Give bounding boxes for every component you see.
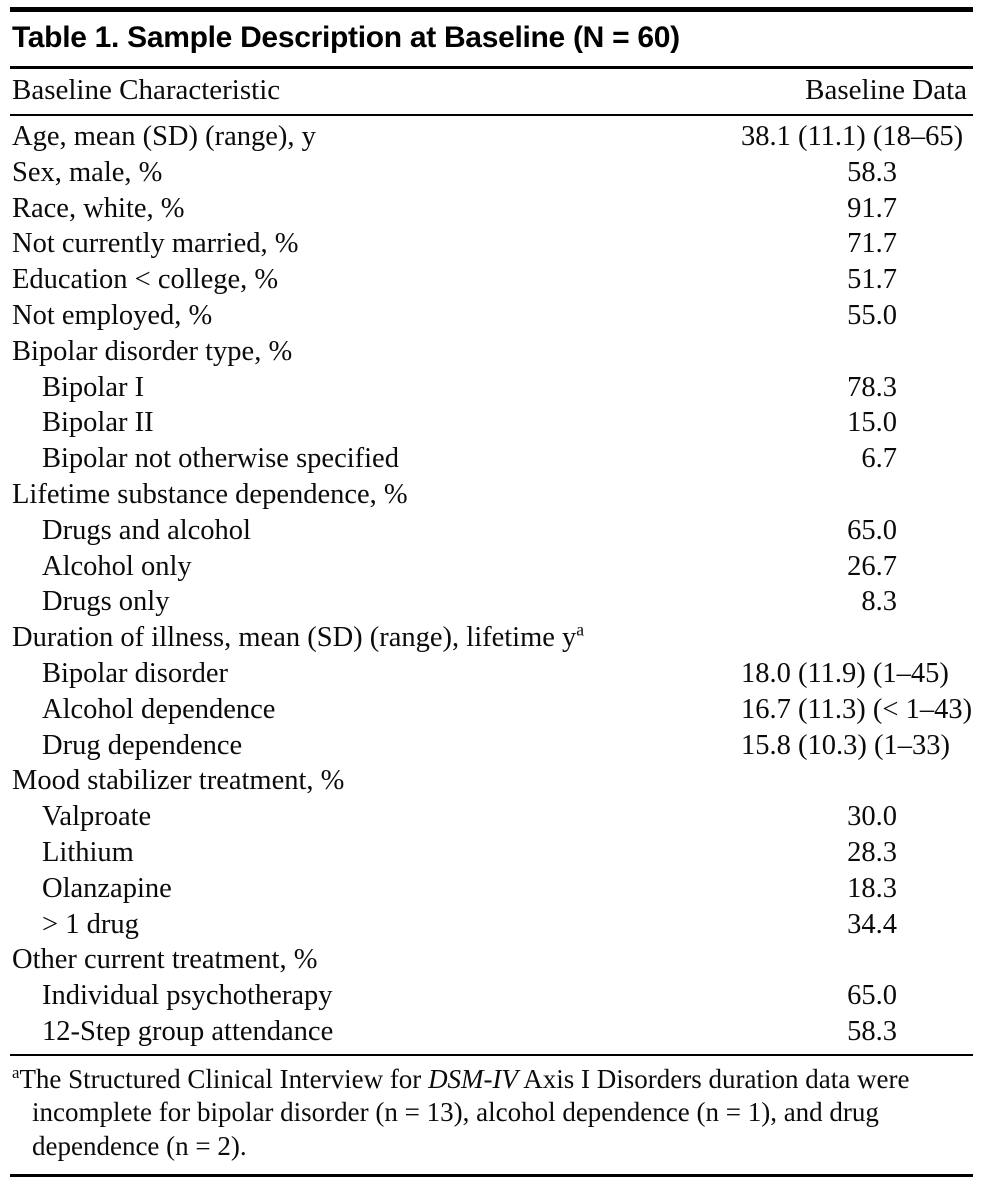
table-row: Alcohol only 26.7 [10,549,973,585]
row-value: 18.3 [847,872,897,904]
row-value: 8.3 [861,586,897,618]
row-value: 51.7 [847,264,897,296]
table-row: 12-Step group attendance 58.3 [10,1014,973,1050]
row-label: Not currently married, % [12,228,299,260]
row-label: 12-Step group attendance [42,1015,334,1047]
row-value: 91.7 [847,192,897,224]
row-value: 6.7 [861,443,897,475]
table-footnote: aThe Structured Clinical Interview for D… [10,1056,973,1173]
row-label: Drug dependence [42,729,243,761]
footnote-text-2: Axis I Disorders duration data were inco… [32,1063,910,1161]
table-row: Drug dependence 15.8 (10.3) (1–33) [10,728,973,764]
table-row: Not currently married, % 71.7 [10,226,973,262]
table-row: Bipolar not otherwise specified 6.7 [10,441,973,477]
row-label: Bipolar I [42,371,145,403]
table-row: Valproate 30.0 [10,799,973,835]
row-label: Lithium [42,836,134,868]
table-row: Alcohol dependence 16.7 (11.3) (< 1–43) [10,692,973,728]
column-header-characteristic: Baseline Characteristic [12,74,281,106]
row-label: Individual psychotherapy [42,980,333,1012]
row-value: 15.8 (10.3) (1–33) [741,729,950,761]
footnote-rule [10,1053,973,1056]
table-row: Lifetime substance dependence, % [10,477,973,513]
top-rule [10,7,973,12]
table-row: Race, white, % 91.7 [10,191,973,227]
table-row: Sex, male, % 58.3 [10,155,973,191]
table-row: Mood stabilizer treatment, % [10,763,973,799]
row-value: 65.0 [847,980,897,1012]
row-value: 30.0 [847,801,897,833]
row-value: 78.3 [847,371,897,403]
column-header-row: Baseline Characteristic Baseline Data [10,69,973,114]
row-label: Valproate [42,801,152,833]
table-row: Education < college, % 51.7 [10,262,973,298]
table-row: Lithium 28.3 [10,835,973,871]
bottom-rule [10,1174,973,1178]
table-row: Drugs only 8.3 [10,584,973,620]
footnote-italic-term: DSM-IV [428,1063,519,1094]
row-label: Bipolar II [42,407,154,439]
row-label: Race, white, % [12,192,185,224]
table-row: Olanzapine 18.3 [10,871,973,907]
row-label: Education < college, % [12,264,279,296]
row-value: 65.0 [847,514,897,546]
table-row: > 1 drug 34.4 [10,907,973,943]
row-value: 26.7 [847,550,897,582]
row-value: 28.3 [847,836,897,868]
row-label: Lifetime substance dependence, % [12,478,408,510]
row-label: Drugs only [42,586,170,618]
column-header-data: Baseline Data [805,74,967,106]
table-row: Not employed, % 55.0 [10,298,973,334]
row-label: Sex, male, % [12,156,163,188]
row-label: Alcohol dependence [42,693,276,725]
table-row: Bipolar I 78.3 [10,370,973,406]
row-value: 16.7 (11.3) (< 1–43) [741,693,973,725]
table-body: Age, mean (SD) (range), y 38.1 (11.1) (18… [10,116,973,1054]
table-row: Duration of illness, mean (SD) (range), … [10,620,973,656]
row-value: 38.1 (11.1) (18–65) [741,121,964,152]
row-label: Olanzapine [42,872,172,904]
row-label: Bipolar disorder type, % [12,335,293,367]
footnote-text-1: The Structured Clinical Interview for [19,1063,429,1094]
table-row: Other current treatment, % [10,942,973,978]
table-row: Bipolar II 15.0 [10,405,973,441]
table-title: Table 1. Sample Description at Baseline … [12,21,680,54]
row-value: 58.3 [847,156,897,188]
row-value: 34.4 [847,908,897,940]
row-label: Other current treatment, % [12,944,318,976]
row-label: Drugs and alcohol [42,514,251,546]
table-row: Bipolar disorder 18.0 (11.9) (1–45) [10,656,973,692]
header-rule [10,114,973,116]
row-value: 15.0 [847,407,897,439]
row-value: 55.0 [847,299,897,331]
row-label: Age, mean (SD) (range), y [12,121,316,152]
row-value: 58.3 [847,1015,897,1047]
title-rule [10,66,973,69]
row-label: Not employed, % [12,299,213,331]
row-footnote-marker: a [576,619,585,640]
footnote-marker: a [12,1062,20,1082]
row-label: Bipolar disorder [42,657,229,689]
row-label: > 1 drug [42,908,139,940]
row-value: 71.7 [847,228,897,260]
table-row: Individual psychotherapy 65.0 [10,978,973,1014]
table-row: Drugs and alcohol 65.0 [10,513,973,549]
row-value: 18.0 (11.9) (1–45) [741,657,949,689]
row-label: Duration of illness, mean (SD) (range), … [12,619,585,654]
row-label: Mood stabilizer treatment, % [12,765,345,797]
table-row: Age, mean (SD) (range), y 38.1 (11.1) (18… [10,119,973,155]
row-label: Bipolar not otherwise specified [42,443,399,475]
table-row: Bipolar disorder type, % [10,334,973,370]
row-label: Alcohol only [42,550,192,582]
